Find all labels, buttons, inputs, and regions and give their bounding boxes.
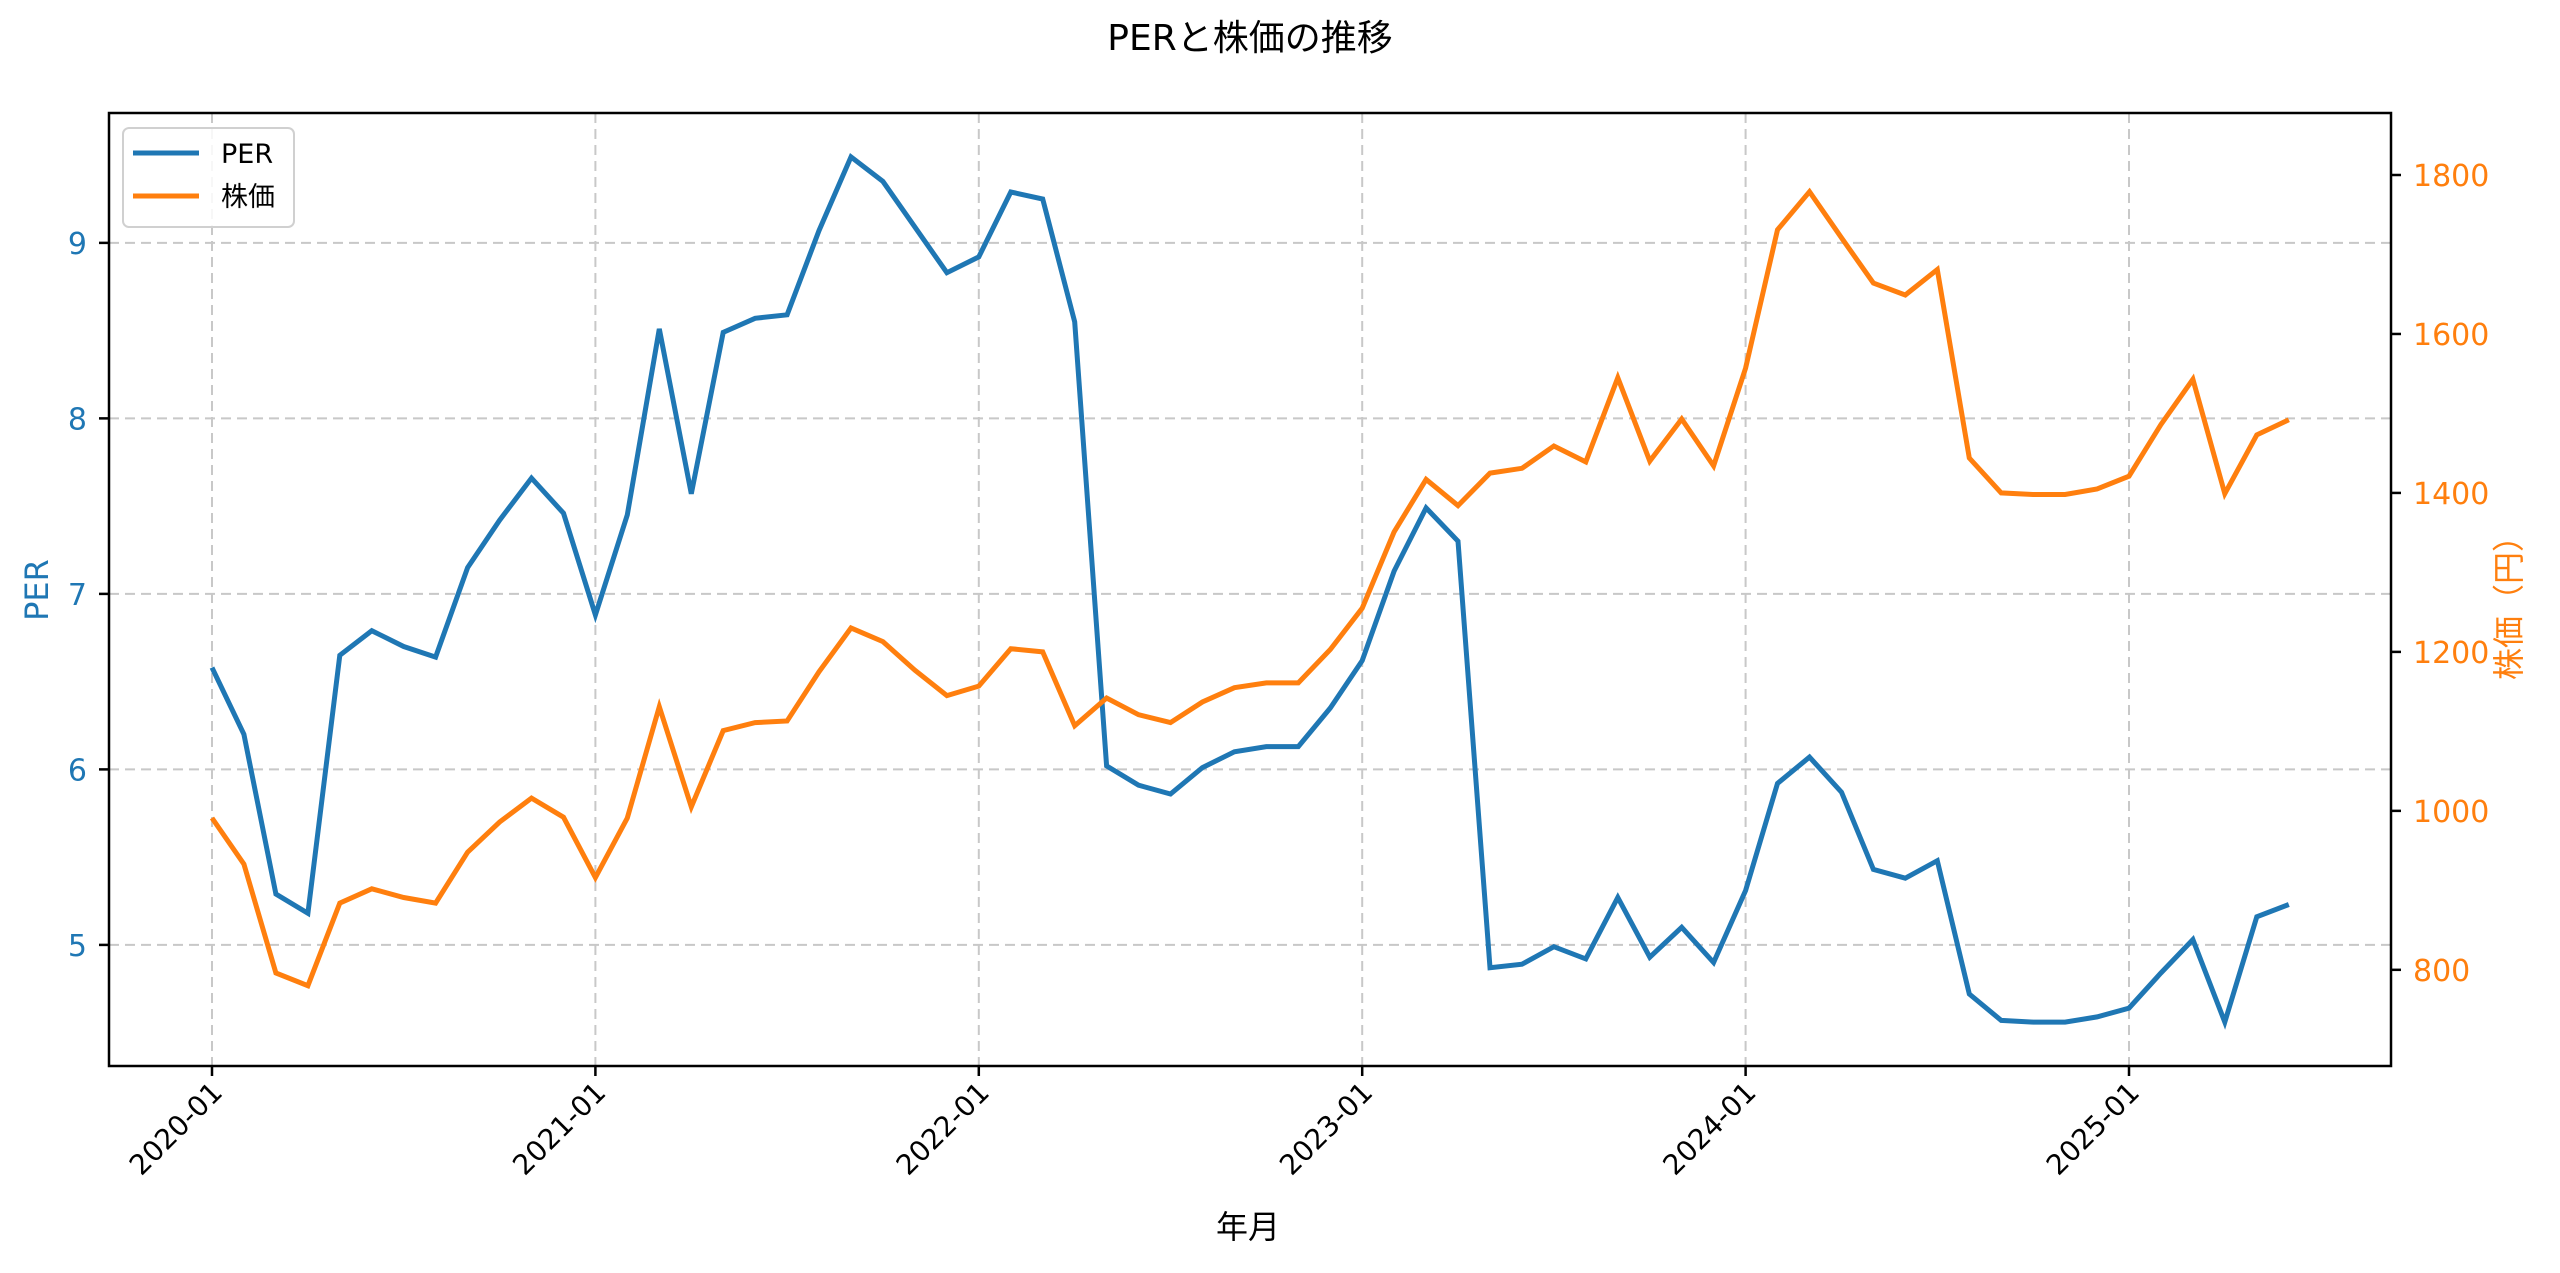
left-y-axis: 5 6 7 8 9 <box>68 227 109 964</box>
x-tick-label: 2025-01 <box>2040 1076 2146 1182</box>
x-tick-label: 2020-01 <box>123 1076 229 1182</box>
price-line <box>209 187 2290 989</box>
chart-title: PERと株価の推移 <box>1107 18 1392 59</box>
right-tick-label: 1200 <box>2413 636 2489 671</box>
left-tick-label: 9 <box>68 227 87 262</box>
right-tick-label: 1400 <box>2413 477 2489 512</box>
per-line <box>209 152 2290 1030</box>
x-axis-label: 年月 <box>1216 1208 1280 1246</box>
x-tick-label: 2024-01 <box>1656 1076 1762 1182</box>
legend-per-label: PER <box>221 139 273 170</box>
left-tick-label: 6 <box>68 753 87 788</box>
x-tick-label: 2023-01 <box>1273 1076 1379 1182</box>
legend: PER 株価 <box>122 127 295 228</box>
left-tick-label: 5 <box>68 929 87 964</box>
x-tick-label: 2022-01 <box>890 1076 996 1182</box>
right-tick-label: 1800 <box>2413 159 2489 194</box>
x-axis: 2020-01 2021-01 2022-01 2023-01 2024-01 2025-… <box>123 1066 2146 1182</box>
left-y-axis-label: PER <box>18 559 56 621</box>
grid <box>109 113 2391 1066</box>
right-tick-label: 1600 <box>2413 318 2489 353</box>
left-tick-label: 7 <box>68 578 87 613</box>
x-tick-label: 2021-01 <box>506 1076 612 1182</box>
right-y-axis: 800 1000 1200 1400 1600 1800 <box>2391 159 2489 989</box>
right-tick-label: 800 <box>2413 954 2470 989</box>
plot-lines <box>209 152 2290 1030</box>
legend-price-label: 株価 <box>221 182 275 213</box>
right-y-axis-label: 株価（円） <box>2490 520 2528 680</box>
right-tick-label: 1000 <box>2413 795 2489 830</box>
plot-frame <box>107 111 2393 1068</box>
left-tick-label: 8 <box>68 402 87 437</box>
